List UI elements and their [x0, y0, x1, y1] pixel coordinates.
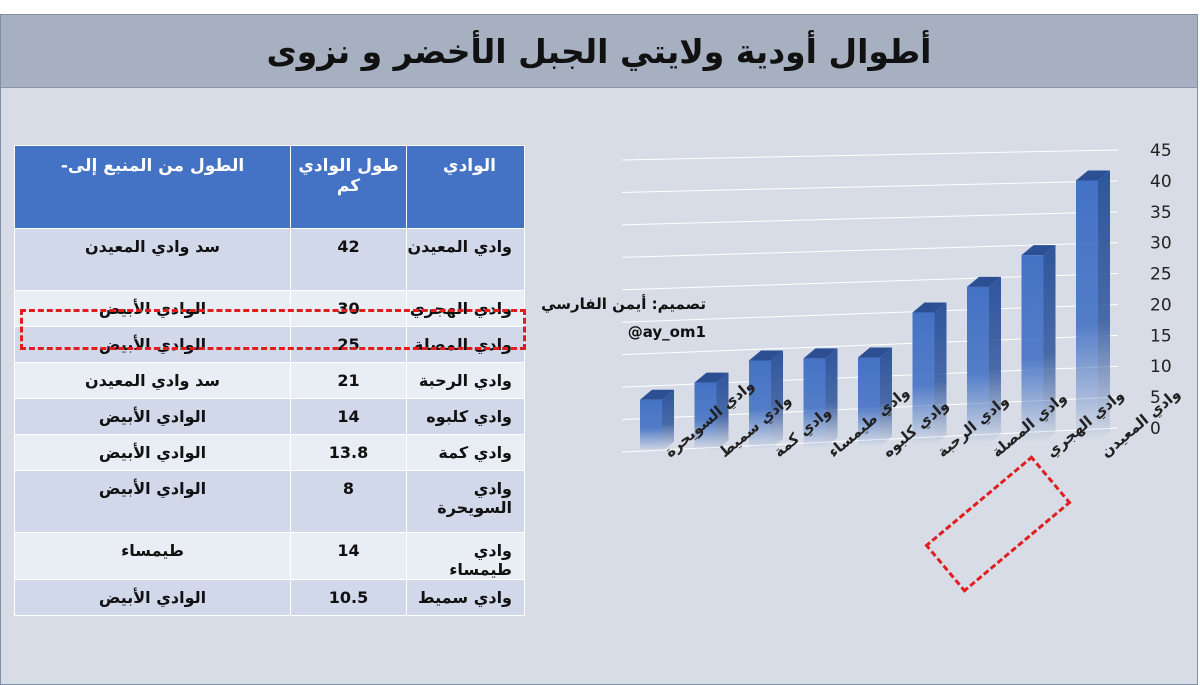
table-row: وادي السويحرة 8 الوادي الأبيض	[14, 470, 525, 533]
bar	[912, 302, 947, 445]
table-row: وادي كمة 13.8 الوادي الأبيض	[14, 434, 525, 471]
header-wadi: الوادي	[406, 145, 525, 229]
cell-wadi: وادي الرحبة	[406, 362, 525, 399]
bar-side	[662, 389, 674, 452]
bar-side	[1043, 245, 1056, 443]
bar-front	[694, 382, 717, 451]
y-tick-label: 25	[1150, 265, 1172, 285]
bar-top	[749, 350, 783, 361]
bar	[967, 276, 1001, 444]
bar-front	[1021, 255, 1044, 443]
y-tick-label: 5	[1150, 388, 1161, 408]
cell-source: الوادي الأبيض	[14, 434, 291, 471]
bar-side	[1098, 170, 1110, 442]
bars	[640, 170, 1110, 452]
bar-front	[967, 286, 989, 444]
bar-side	[989, 276, 1001, 444]
gridline	[621, 211, 1119, 226]
cell-wadi: وادي كلبوه	[406, 398, 525, 435]
bar	[749, 350, 783, 449]
table-header-row: الوادي طول الوادي كم الطول من المنبع إلى…	[14, 145, 525, 229]
cell-length: 30	[290, 290, 407, 327]
gridline	[621, 180, 1119, 193]
bar	[640, 389, 674, 452]
bar-top	[694, 372, 729, 383]
page-title: أطوال أودية ولايتي الجبل الأخضر و نزوى	[266, 31, 932, 71]
gridline	[621, 242, 1119, 258]
bar-side	[825, 348, 838, 448]
gridline	[621, 149, 1119, 161]
bar-side	[716, 372, 729, 451]
table-row: وادي المعيدن 42 سد وادي المعيدن	[14, 228, 525, 291]
bar	[694, 372, 729, 451]
credit: تصميم: أيمن الفارسي @ay_om1	[540, 290, 706, 346]
cell-length: 14	[290, 398, 407, 435]
y-axis-ticks: 0 5 10 15 20 25 30 35 40 45	[1150, 141, 1172, 439]
bar-top	[967, 276, 1001, 287]
bar-front	[749, 360, 771, 449]
cell-wadi: وادي سميط	[406, 579, 525, 616]
cell-wadi: وادي السويحرة	[406, 470, 525, 533]
cell-wadi: وادي المعيدن	[406, 228, 525, 291]
header-source: الطول من المنبع إلى-	[14, 145, 291, 229]
bar	[803, 348, 838, 448]
wadi-table: الوادي طول الوادي كم الطول من المنبع إلى…	[14, 145, 525, 616]
table-row: وادي طيمساء 14 طيمساء	[14, 532, 525, 580]
y-tick-label: 0	[1150, 419, 1161, 439]
header-length: طول الوادي كم	[290, 145, 407, 229]
cell-source: الوادي الأبيض	[14, 470, 291, 533]
bar-top	[858, 347, 892, 358]
credit-handle: @ay_om1	[627, 323, 706, 341]
bar-top	[803, 348, 838, 359]
cell-length: 14	[290, 532, 407, 580]
cell-source: طيمساء	[14, 532, 291, 580]
cell-source: الوادي الأبيض	[14, 290, 291, 327]
y-tick-label: 10	[1150, 357, 1172, 377]
bar-front	[640, 399, 662, 452]
y-tick-label: 20	[1150, 295, 1172, 315]
cell-source: الوادي الأبيض	[14, 326, 291, 363]
data-table: الوادي طول الوادي كم الطول من المنبع إلى…	[14, 145, 525, 616]
title-bar: أطوال أودية ولايتي الجبل الأخضر و نزوى	[1, 15, 1197, 88]
credit-designer: تصميم: أيمن الفارسي	[541, 295, 706, 313]
table-row: وادي المصلة 25 الوادي الأبيض	[14, 326, 525, 363]
bar-side	[771, 350, 783, 449]
cell-wadi: وادي المصلة	[406, 326, 525, 363]
y-tick-label: 30	[1150, 234, 1172, 254]
bar-top	[1021, 245, 1056, 256]
bar-front	[912, 312, 935, 445]
bar-top	[1076, 170, 1110, 181]
bar-top	[640, 389, 674, 400]
bar-front	[858, 357, 880, 447]
y-tick-label: 35	[1150, 203, 1172, 223]
bar-front	[803, 358, 826, 448]
cell-source: سد وادي المعيدن	[14, 228, 291, 291]
table-row: وادي سميط 10.5 الوادي الأبيض	[14, 579, 525, 616]
y-tick-label: 45	[1150, 141, 1172, 161]
y-tick-label: 40	[1150, 172, 1172, 192]
bar	[858, 347, 892, 447]
bar-top	[912, 302, 947, 313]
cell-length: 8	[290, 470, 407, 533]
bar-side	[880, 347, 892, 447]
cell-length: 21	[290, 362, 407, 399]
cell-wadi: وادي كمة	[406, 434, 525, 471]
bar	[1021, 245, 1056, 443]
cell-length: 10.5	[290, 579, 407, 616]
bar-side	[934, 302, 947, 445]
highlight-row-box	[20, 309, 526, 350]
bar-front	[1076, 180, 1098, 442]
cell-length: 13.8	[290, 434, 407, 471]
cell-length: 42	[290, 228, 407, 291]
y-tick-label: 15	[1150, 326, 1172, 346]
bar	[1076, 170, 1110, 442]
cell-source: الوادي الأبيض	[14, 579, 291, 616]
cell-length: 25	[290, 326, 407, 363]
table-row: وادي الهجري 30 الوادي الأبيض	[14, 290, 525, 327]
